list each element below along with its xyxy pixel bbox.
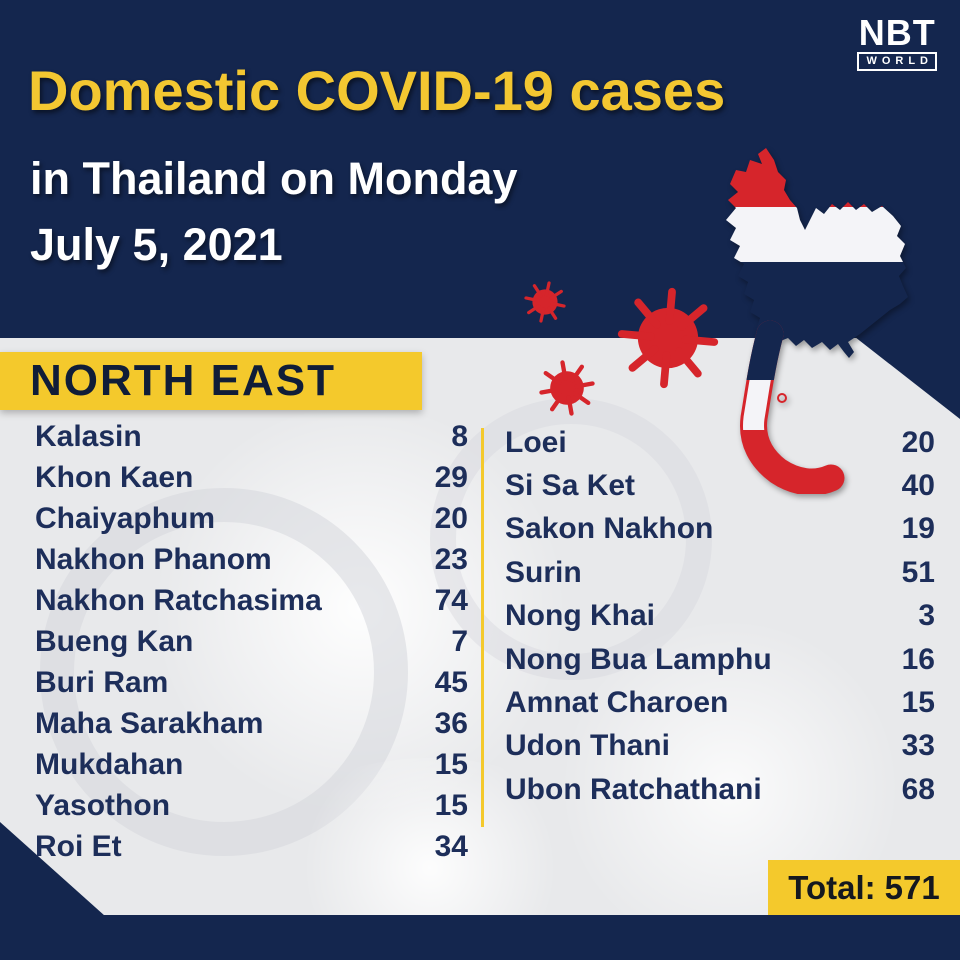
province-row: Buri Ram 45: [35, 662, 468, 703]
province-row: Amnat Charoen 15: [505, 681, 935, 724]
province-name: Amnat Charoen: [505, 686, 729, 720]
province-row: Chaiyaphum 20: [35, 498, 468, 539]
province-row: Mukdahan 15: [35, 744, 468, 785]
province-cases: 33: [901, 729, 935, 763]
province-cases: 20: [434, 501, 468, 535]
province-cases: 20: [901, 425, 935, 459]
province-cases: 51: [901, 555, 935, 589]
province-column-right: Loei 20 Si Sa Ket 40 Sakon Nakhon 19 Sur…: [505, 421, 935, 812]
thailand-map-icon: [726, 148, 908, 494]
province-name: Sakon Nakhon: [505, 512, 714, 546]
province-name: Loei: [505, 425, 567, 459]
province-name: Buri Ram: [35, 665, 169, 699]
province-row: Nakhon Phanom 23: [35, 539, 468, 580]
province-row: Surin 51: [505, 551, 935, 594]
province-name: Nakhon Ratchasima: [35, 583, 322, 617]
province-name: Surin: [505, 555, 582, 589]
province-row: Khon Kaen 29: [35, 457, 468, 498]
province-row: Si Sa Ket 40: [505, 464, 935, 507]
province-name: Nakhon Phanom: [35, 542, 272, 576]
province-cases: 23: [434, 542, 468, 576]
subtitle-line1: in Thailand on Monday: [30, 153, 518, 204]
province-row: Bueng Kan 7: [35, 621, 468, 662]
nbt-world-logo: NBT WORLD: [857, 12, 937, 71]
province-name: Bueng Kan: [35, 624, 194, 658]
province-row: Sakon Nakhon 19: [505, 508, 935, 551]
bottom-bar: [0, 915, 960, 960]
province-cases: 3: [918, 599, 935, 633]
page-title: Domestic COVID-19 cases: [28, 59, 726, 122]
province-name: Maha Sarakham: [35, 706, 264, 740]
region-badge: NORTH EAST: [0, 352, 422, 410]
province-row: Udon Thani 33: [505, 725, 935, 768]
province-cases: 45: [434, 665, 468, 699]
province-row: Ubon Ratchathani 68: [505, 768, 935, 811]
province-cases: 19: [901, 512, 935, 546]
province-name: Khon Kaen: [35, 460, 194, 494]
province-name: Nong Khai: [505, 599, 655, 633]
province-name: Mukdahan: [35, 747, 184, 781]
province-cases: 15: [434, 788, 468, 822]
province-row: Nong Bua Lamphu 16: [505, 638, 935, 681]
total-value: 571: [884, 868, 940, 906]
province-cases: 7: [451, 624, 468, 658]
province-name: Ubon Ratchathani: [505, 772, 762, 806]
province-cases: 15: [901, 686, 935, 720]
nbt-logo-text: NBT: [858, 12, 936, 53]
province-column-left: Kalasin 8 Khon Kaen 29 Chaiyaphum 20 Nak…: [35, 416, 468, 867]
nbt-logo-world-text: WORLD: [857, 52, 937, 71]
province-name: Roi Et: [35, 829, 122, 863]
province-name: Udon Thani: [505, 729, 670, 763]
total-badge: Total: 571: [768, 860, 960, 915]
province-row: Maha Sarakham 36: [35, 703, 468, 744]
province-row: Nong Khai 3: [505, 595, 935, 638]
province-cases: 15: [434, 747, 468, 781]
province-cases: 40: [901, 469, 935, 503]
province-name: Nong Bua Lamphu: [505, 642, 772, 676]
province-cases: 8: [451, 419, 468, 453]
province-row: Kalasin 8: [35, 416, 468, 457]
province-cases: 29: [434, 460, 468, 494]
column-divider: [481, 428, 484, 827]
page-subtitle: in Thailand on Monday July 5, 2021: [30, 146, 518, 278]
province-name: Kalasin: [35, 419, 142, 453]
province-row: Roi Et 34: [35, 826, 468, 867]
total-label: Total:: [788, 868, 876, 906]
province-name: Yasothon: [35, 788, 171, 822]
region-label: NORTH EAST: [30, 356, 336, 405]
virus-icon: [520, 277, 570, 327]
province-cases: 34: [434, 829, 468, 863]
province-cases: 16: [901, 642, 935, 676]
province-cases: 68: [901, 772, 935, 806]
province-name: Si Sa Ket: [505, 469, 636, 503]
province-name: Chaiyaphum: [35, 501, 216, 535]
province-row: Yasothon 15: [35, 785, 468, 826]
subtitle-line2: July 5, 2021: [30, 219, 283, 270]
province-cases: 74: [434, 583, 468, 617]
province-row: Loei 20: [505, 421, 935, 464]
province-cases: 36: [434, 706, 468, 740]
province-row: Nakhon Ratchasima 74: [35, 580, 468, 621]
